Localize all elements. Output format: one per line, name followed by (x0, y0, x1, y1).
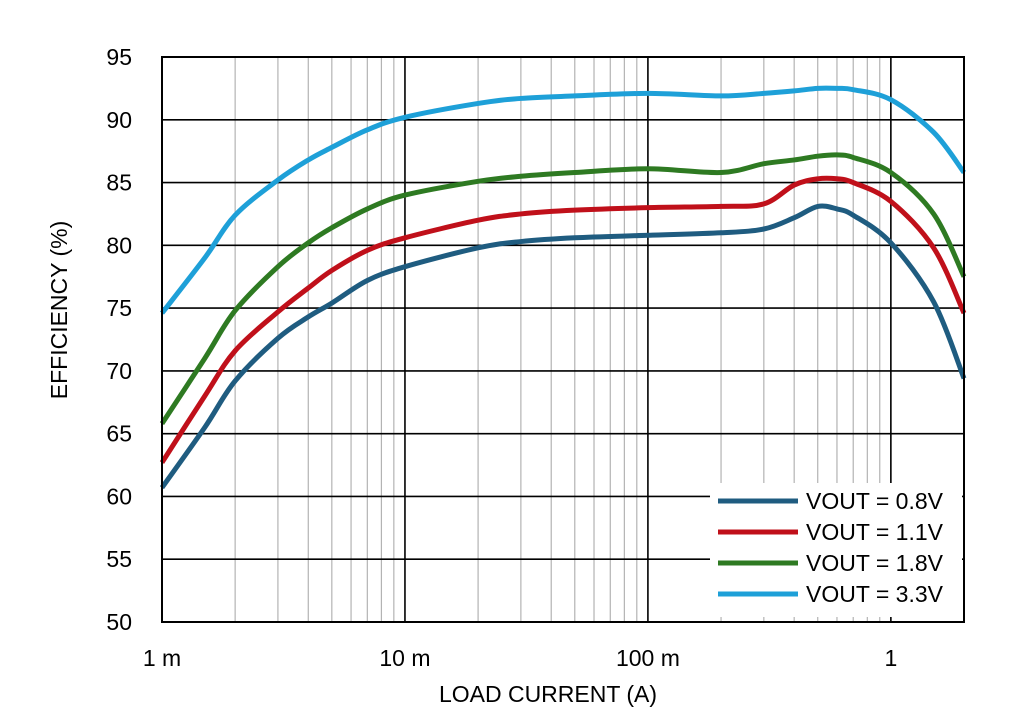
y-tick-label: 60 (106, 483, 132, 509)
y-tick-label: 95 (106, 44, 132, 70)
legend-label: VOUT = 1.8V (806, 550, 944, 576)
legend-label: VOUT = 0.8V (806, 488, 944, 514)
series-line-4 (160, 85, 967, 315)
x-tick-label: 1 m (143, 645, 181, 671)
y-tick-label: 70 (106, 358, 132, 384)
legend-label: VOUT = 1.1V (806, 519, 944, 545)
x-tick-labels: 1 m 10 m 100 m 1 (143, 645, 897, 671)
series-lines (159, 85, 967, 490)
x-axis-label: LOAD CURRENT (A) (439, 681, 657, 707)
series-line-2 (159, 175, 967, 464)
y-tick-label: 75 (106, 295, 132, 321)
y-tick-label: 85 (106, 170, 132, 196)
y-tick-label: 50 (106, 609, 132, 635)
series-line-1 (159, 203, 967, 490)
legend: VOUT = 0.8V VOUT = 1.1V VOUT = 1.8V VOUT = … (710, 483, 962, 617)
y-tick-labels: 50 55 60 65 70 75 80 85 90 95 (106, 44, 132, 635)
x-tick-label: 10 m (379, 645, 430, 671)
y-axis-label: EFFICIENCY (%) (46, 221, 72, 399)
series-line-3 (159, 152, 967, 425)
x-tick-label: 100 m (616, 645, 680, 671)
y-tick-label: 55 (106, 546, 132, 572)
legend-label: VOUT = 3.3V (806, 581, 944, 607)
y-tick-label: 65 (106, 421, 132, 447)
y-tick-label: 90 (106, 107, 132, 133)
y-tick-label: 80 (106, 232, 132, 258)
x-tick-label: 1 (884, 645, 897, 671)
plot-frame (161, 56, 965, 623)
